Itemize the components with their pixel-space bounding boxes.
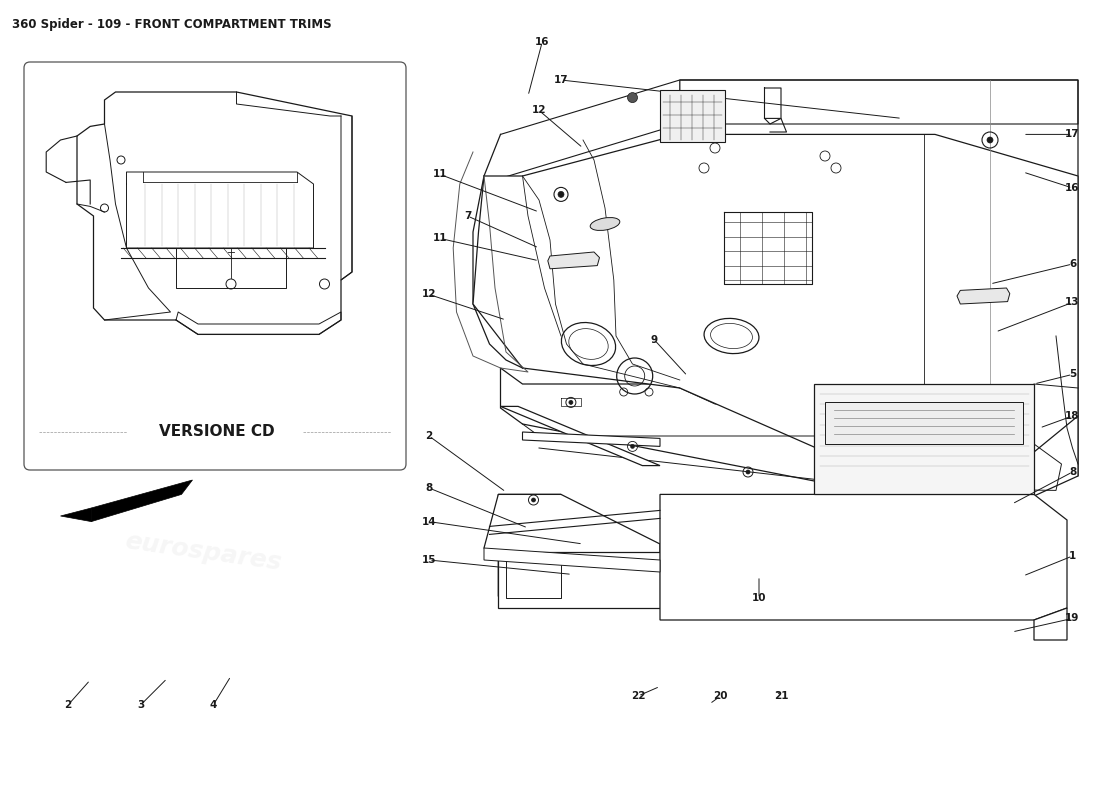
Text: 19: 19 <box>1065 614 1080 623</box>
Text: 6: 6 <box>1069 259 1076 269</box>
Polygon shape <box>522 432 660 446</box>
Text: VERSIONE CD: VERSIONE CD <box>158 425 275 439</box>
Text: 17: 17 <box>1065 130 1080 139</box>
Text: 15: 15 <box>421 555 437 565</box>
Text: 12: 12 <box>421 290 437 299</box>
Bar <box>660 90 725 142</box>
FancyBboxPatch shape <box>24 62 406 470</box>
Text: 7: 7 <box>464 211 471 221</box>
Polygon shape <box>91 480 192 522</box>
Text: 21: 21 <box>773 691 789 701</box>
Text: 1: 1 <box>1069 551 1076 561</box>
Polygon shape <box>498 494 561 608</box>
Circle shape <box>627 93 638 102</box>
Text: 13: 13 <box>1065 298 1080 307</box>
Polygon shape <box>498 552 660 608</box>
Text: 16: 16 <box>1065 183 1080 193</box>
Polygon shape <box>60 508 91 522</box>
Polygon shape <box>484 494 660 560</box>
Polygon shape <box>1034 608 1067 640</box>
Polygon shape <box>484 548 660 572</box>
Text: eurospares: eurospares <box>123 529 284 575</box>
Text: 9: 9 <box>651 335 658 345</box>
Text: 11: 11 <box>432 170 448 179</box>
Text: 2: 2 <box>426 431 432 441</box>
Circle shape <box>746 470 750 474</box>
Polygon shape <box>957 288 1010 304</box>
Polygon shape <box>548 252 600 269</box>
Circle shape <box>569 400 573 405</box>
Polygon shape <box>500 368 1078 496</box>
Polygon shape <box>660 494 1067 620</box>
Text: eurospares: eurospares <box>706 570 900 598</box>
Polygon shape <box>825 402 1023 444</box>
Ellipse shape <box>591 218 619 230</box>
Text: eurospares: eurospares <box>689 415 917 449</box>
Text: 14: 14 <box>421 517 437 526</box>
Circle shape <box>558 191 564 198</box>
Polygon shape <box>473 134 1078 476</box>
Circle shape <box>630 445 635 448</box>
Text: 360 Spider - 109 - FRONT COMPARTMENT TRIMS: 360 Spider - 109 - FRONT COMPARTMENT TRI… <box>12 18 331 31</box>
Text: 16: 16 <box>535 37 550 46</box>
Text: 10: 10 <box>751 594 767 603</box>
Circle shape <box>987 137 993 143</box>
Circle shape <box>531 498 536 502</box>
Text: 22: 22 <box>630 691 646 701</box>
Text: 11: 11 <box>432 234 448 243</box>
Text: 12: 12 <box>531 106 547 115</box>
Text: 8: 8 <box>426 483 432 493</box>
Polygon shape <box>680 80 1078 476</box>
Text: eurospares: eurospares <box>144 296 285 316</box>
Text: 20: 20 <box>713 691 728 701</box>
Text: 4: 4 <box>210 700 217 710</box>
Text: 2: 2 <box>65 700 72 710</box>
Text: 17: 17 <box>553 75 569 85</box>
Polygon shape <box>77 92 352 334</box>
Text: 3: 3 <box>138 700 144 710</box>
Polygon shape <box>814 384 1034 494</box>
Text: 18: 18 <box>1065 411 1080 421</box>
Polygon shape <box>500 406 660 466</box>
Text: 5: 5 <box>1069 370 1076 379</box>
Text: 8: 8 <box>1069 467 1076 477</box>
